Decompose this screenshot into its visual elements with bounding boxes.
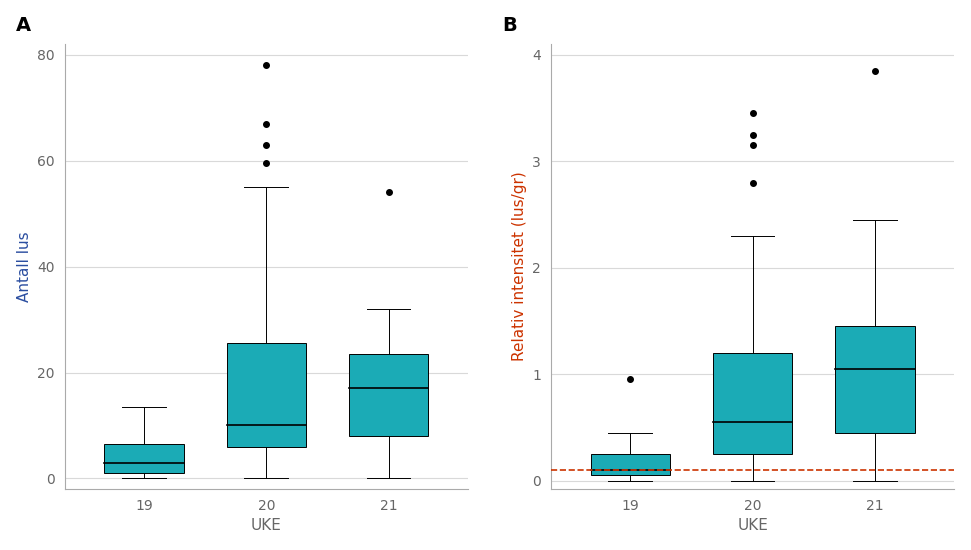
- Text: A: A: [17, 16, 31, 35]
- X-axis label: UKE: UKE: [737, 518, 768, 534]
- X-axis label: UKE: UKE: [251, 518, 282, 534]
- Bar: [835, 326, 915, 433]
- Y-axis label: Relativ intensitet (lus/gr): Relativ intensitet (lus/gr): [512, 172, 526, 361]
- Bar: [226, 343, 306, 447]
- Bar: [104, 444, 184, 473]
- Text: B: B: [502, 16, 518, 35]
- Bar: [590, 454, 670, 475]
- Bar: [349, 354, 428, 436]
- Bar: [713, 353, 792, 454]
- Y-axis label: Antall lus: Antall lus: [17, 232, 32, 302]
